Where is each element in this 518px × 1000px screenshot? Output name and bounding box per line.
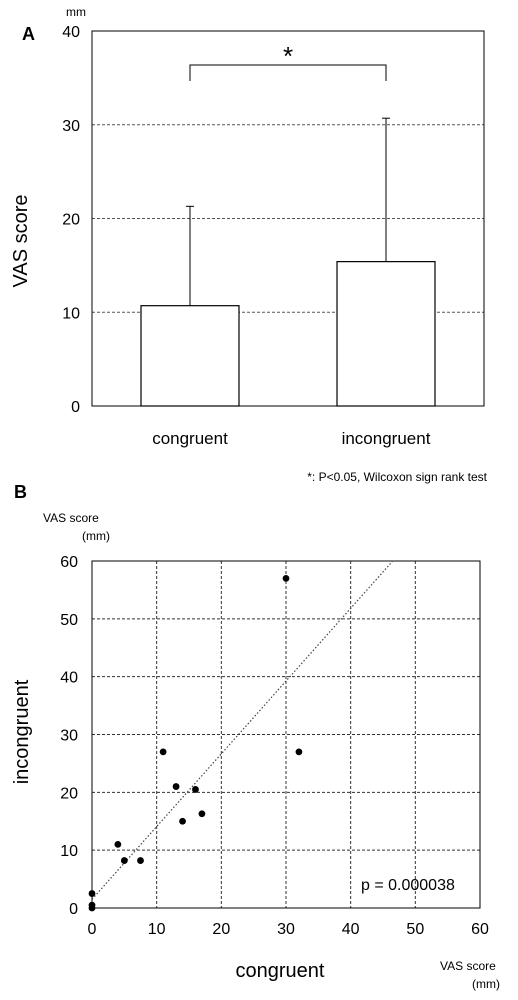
panel-b-x-tick-label: 0 bbox=[88, 921, 97, 938]
scatter-point bbox=[114, 840, 122, 848]
panel-a-y-tick-label: 40 bbox=[62, 24, 80, 41]
panel-b-y-axis-title: incongruent bbox=[11, 679, 33, 784]
scatter-point bbox=[137, 857, 144, 864]
scatter-point bbox=[192, 786, 199, 793]
panel-a-y-tick-label: 0 bbox=[71, 399, 80, 416]
panel-b-x-axis-title: congruent bbox=[236, 960, 325, 982]
panel-a-y-tick-label: 10 bbox=[62, 305, 80, 322]
panel-a-category-label: congruent bbox=[152, 429, 228, 448]
panel-b-x-unit-line2: (mm) bbox=[472, 977, 500, 991]
panel-b-y-tick-label: 20 bbox=[60, 785, 78, 802]
panel-b-x-tick-label: 50 bbox=[406, 921, 424, 938]
panel-b-plot: 0 10 20 30 40 50 60 0 10 20 30 40 50 60 bbox=[60, 554, 489, 938]
panel-b-x-tick-label: 10 bbox=[148, 921, 166, 938]
panel-b-x-unit-line1: VAS score bbox=[440, 959, 496, 973]
scatter-point bbox=[282, 574, 290, 582]
scatter-point bbox=[172, 783, 180, 790]
significance-marker: * bbox=[283, 41, 293, 71]
panel-b-y-tick-label: 30 bbox=[60, 728, 78, 745]
scatter-point bbox=[198, 810, 206, 818]
panel-b-y-tick-label: 60 bbox=[60, 554, 78, 571]
panel-b-x-tick-label: 20 bbox=[212, 921, 230, 938]
panel-a-unit: mm bbox=[66, 5, 86, 19]
panel-a-y-tick-label: 20 bbox=[62, 212, 80, 229]
panel-b-y-unit-line2: (mm) bbox=[82, 529, 110, 543]
scatter-point bbox=[295, 748, 303, 756]
panel-a-label: A bbox=[22, 24, 35, 44]
panel-b-y-tick-label: 10 bbox=[60, 843, 78, 860]
scatter-point bbox=[120, 857, 128, 864]
scatter-point bbox=[179, 817, 186, 825]
panel-b-x-tick-label: 30 bbox=[277, 921, 295, 938]
p-value-annotation: p = 0.000038 bbox=[361, 877, 455, 894]
panel-a-y-tick-label: 30 bbox=[62, 118, 80, 135]
scatter-point bbox=[88, 890, 96, 897]
panel-a-category-label: incongruent bbox=[342, 429, 431, 448]
panel-b-label: B bbox=[14, 482, 27, 502]
trendline bbox=[91, 560, 394, 900]
panel-a-y-axis-title: VAS score bbox=[10, 195, 32, 288]
panel-a-plot: 0 10 20 30 40 congruent incongruent bbox=[62, 24, 485, 448]
panel-b-y-tick-label: 40 bbox=[60, 670, 78, 687]
panel-b-y-tick-label: 0 bbox=[69, 901, 78, 918]
panel-a-bar-congruent bbox=[140, 305, 240, 407]
scatter-point bbox=[88, 901, 96, 909]
significance-bracket bbox=[189, 64, 387, 81]
panel-b-x-tick-label: 40 bbox=[342, 921, 360, 938]
scatter-point bbox=[159, 748, 167, 756]
panel-a-frame bbox=[91, 30, 485, 407]
panel-b-y-unit-line1: VAS score bbox=[43, 511, 99, 525]
panel-b-x-tick-label: 60 bbox=[471, 921, 489, 938]
panel-a-bar-incongruent bbox=[336, 261, 436, 407]
panel-b-y-tick-label: 50 bbox=[60, 612, 78, 629]
panel-a-footnote: *: P<0.05, Wilcoxon sign rank test bbox=[307, 470, 487, 484]
panel-b-frame bbox=[91, 560, 481, 909]
